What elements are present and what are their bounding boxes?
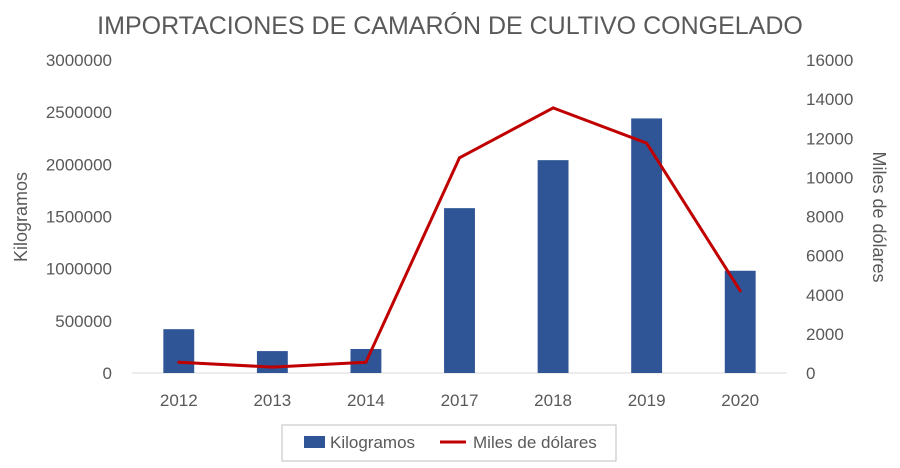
legend-label-kilogramos: Kilogramos: [330, 433, 415, 452]
y-left-tick-label: 3000000: [46, 51, 112, 70]
y-right-tick-label: 8000: [806, 208, 844, 227]
y-left-tick-label: 1500000: [46, 208, 112, 227]
x-tick-labels: 2012 2013 2014 2017 2018 2019 2020: [160, 391, 759, 410]
y-left-axis-title: Kilogramos: [11, 172, 31, 262]
y-left-tick-label: 2500000: [46, 103, 112, 122]
chart-title: IMPORTACIONES DE CAMARÓN DE CULTIVO CONG…: [97, 11, 803, 40]
y-left-tick-label: 1000000: [46, 260, 112, 279]
x-tick-label: 2018: [534, 391, 572, 410]
line-point-2019: [645, 141, 649, 145]
bar-2020: [724, 270, 756, 373]
x-tick-label: 2013: [253, 391, 291, 410]
x-tick-label: 2019: [628, 391, 666, 410]
y-right-tick-label: 2000: [806, 325, 844, 344]
bar-2013: [256, 351, 288, 373]
y-right-tick-label: 6000: [806, 247, 844, 266]
y-right-tick-label: 4000: [806, 286, 844, 305]
x-tick-label: 2020: [721, 391, 759, 410]
line-point-2020: [738, 289, 742, 293]
bar-2019: [631, 118, 663, 373]
y-left-tick-label: 2000000: [46, 155, 112, 174]
x-tick-label: 2014: [347, 391, 385, 410]
line-point-2018: [551, 106, 555, 110]
y-right-tick-label: 16000: [806, 51, 853, 70]
line-point-2014: [364, 360, 368, 364]
legend-label-miles-de-dolares: Miles de dólares: [473, 433, 597, 452]
line-point-2017: [458, 156, 461, 160]
y-right-tick-label: 0: [806, 364, 815, 383]
y-left-tick-label: 500000: [55, 312, 112, 331]
y-right-tick-label: 10000: [806, 168, 853, 187]
y-right-axis-title: Miles de dólares: [869, 151, 889, 282]
y-right-tick-label: 14000: [806, 90, 853, 109]
bar-2012: [163, 329, 195, 373]
y-left-tick-labels: 0 500000 1000000 1500000 2000000 2500000 30000…: [46, 51, 112, 383]
line-point-2012: [177, 360, 181, 364]
x-tick-label: 2012: [160, 391, 198, 410]
y-right-tick-labels: 0 2000 4000 6000 8000 10000 12000 14000 16000: [806, 51, 853, 383]
legend-swatch-kilogramos: [304, 436, 325, 448]
y-left-tick-label: 0: [103, 364, 112, 383]
bar-2017: [444, 208, 475, 373]
x-tick-label: 2017: [441, 391, 479, 410]
bar-2018: [537, 160, 569, 373]
y-right-tick-label: 12000: [806, 129, 853, 148]
line-series-miles-de-dolares: [177, 106, 742, 369]
line-point-2013: [270, 365, 274, 369]
